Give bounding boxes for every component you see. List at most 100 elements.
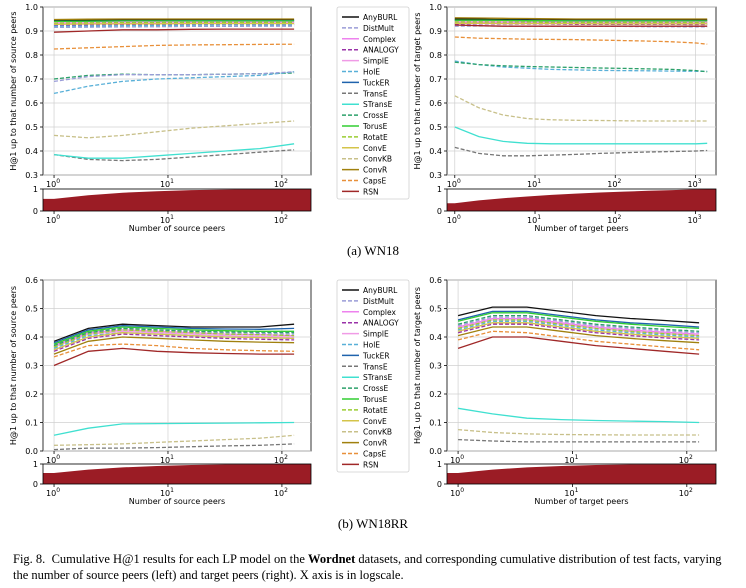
x-axis-label: Number of source peers: [129, 224, 225, 233]
series-line-anyburl: [53, 323, 295, 342]
series-line-analogy: [53, 333, 295, 352]
x-tick-label: 102: [274, 178, 288, 189]
chart-wn18-source: 0.3 0.4 0.5 0.6 0.7 0.8 0.9 1.0 0 1 100 100 101 101 10…: [9, 3, 312, 233]
series-line-toruse: [457, 312, 700, 330]
series-line-transe: [53, 443, 295, 451]
distribution-fill: [43, 464, 311, 484]
y-tick-label: 0.7: [429, 75, 442, 84]
distribution-frame: [42, 463, 312, 485]
legend-box: [336, 6, 410, 200]
series-line-convkb: [53, 434, 295, 446]
dist-y-tick-label: 1: [437, 185, 442, 194]
plot-area: [42, 6, 312, 176]
caption-text-post: datasets, and corresponding cumulative d…: [13, 552, 722, 582]
y-tick-label: 0.6: [25, 276, 38, 285]
series-line-rsn: [454, 24, 708, 27]
x-tick-label: 101: [527, 178, 541, 189]
series-line-rotate: [53, 329, 295, 348]
series-line-rsn: [457, 336, 700, 355]
y-axis-label: H@1 up to that number of source peers: [9, 286, 18, 445]
series-line-stranse: [53, 143, 295, 159]
series-line-transe: [454, 146, 708, 157]
legend-label-analogy: ANALOGY: [363, 319, 399, 328]
series-line-analogy: [53, 23, 295, 26]
subcaption-wn18rr: (b) WN18RR: [337, 516, 409, 531]
series-line-rsn: [53, 347, 295, 367]
y-tick-label: 0.9: [25, 27, 38, 36]
legend-label-simple: SimplE: [363, 330, 389, 339]
series-line-toruse: [53, 20, 295, 23]
y-tick-label: 0.5: [429, 305, 442, 314]
series-line-capse: [457, 330, 700, 351]
series-line-capse: [53, 43, 295, 50]
y-tick-label: 0.0: [429, 447, 442, 456]
chart-wn18rr-source: 0.0 0.1 0.2 0.3 0.4 0.5 0.6 0 1 100 100 101 101 102 10…: [9, 276, 312, 506]
y-tick-label: 0.5: [25, 305, 38, 314]
dist-x-tick-label: 102: [274, 487, 288, 498]
chart-wn18rr-target: 0.0 0.1 0.2 0.3 0.4 0.5 0.6 0 1 100 100 101 101 102 10…: [413, 276, 717, 506]
legend-label-capse: CapsE: [363, 177, 387, 186]
y-tick-label: 0.3: [25, 171, 38, 180]
x-axis-label: Number of target peers: [534, 224, 628, 233]
series-line-distmult: [53, 25, 295, 29]
y-tick-label: 0.5: [25, 123, 38, 132]
y-tick-label: 0.6: [25, 99, 38, 108]
x-tick-label: 102: [274, 454, 288, 465]
legend-label-distmult: DistMult: [363, 297, 394, 306]
dist-x-tick-label: 101: [160, 214, 174, 225]
series-line-rotate: [457, 319, 700, 337]
legend-label-transe: TransE: [362, 89, 388, 98]
y-tick-label: 0.8: [429, 51, 442, 60]
y-axis-label: H@1 up to that number of source peers: [9, 11, 18, 170]
series-line-stranse: [454, 126, 708, 145]
y-tick-label: 0.4: [429, 333, 442, 342]
chart-wn18-target: 0.3 0.4 0.5 0.6 0.7 0.8 0.9 1.0 0 1 100 100 101 101 10…: [413, 3, 717, 233]
y-tick-label: 0.3: [25, 362, 38, 371]
distribution-frame: [42, 188, 312, 212]
dist-y-tick-label: 1: [33, 185, 38, 194]
dist-x-tick-label: 100: [46, 214, 60, 225]
dist-y-tick-label: 1: [437, 460, 442, 469]
y-tick-label: 0.0: [25, 447, 38, 456]
distribution-fill: [447, 189, 716, 211]
dist-y-tick-label: 0: [33, 207, 38, 216]
y-tick-label: 0.6: [429, 276, 442, 285]
series-line-crosse: [457, 314, 700, 332]
series-line-crosse: [53, 327, 295, 347]
legend-label-hole: HolE: [363, 68, 380, 77]
legend-label-transe: TransE: [362, 362, 388, 371]
series-line-conve: [53, 22, 295, 25]
x-tick-label: 100: [46, 178, 60, 189]
series-line-crosse: [454, 61, 708, 73]
y-tick-label: 0.7: [25, 75, 38, 84]
x-tick-label: 101: [564, 454, 578, 465]
series-line-stranse: [53, 421, 295, 436]
series-line-tucker: [53, 324, 295, 344]
plot-area: [446, 6, 717, 176]
legend-label-anyburl: AnyBURL: [363, 286, 398, 295]
x-tick-label: 101: [160, 454, 174, 465]
series-line-convr: [53, 336, 295, 355]
y-tick-label: 0.2: [429, 390, 442, 399]
dist-x-tick-label: 102: [274, 214, 288, 225]
dist-x-tick-label: 102: [607, 214, 621, 225]
legend-label-stranse: STransE: [363, 373, 393, 382]
legend-label-complex: Complex: [363, 308, 396, 317]
legend-label-rsn: RSN: [363, 187, 379, 196]
x-tick-label: 100: [447, 178, 461, 189]
series-line-hole: [454, 60, 708, 72]
series-line-rotate: [53, 21, 295, 24]
legend: AnyBURLDistMultComplexANALOGYSimplEHolET…: [336, 279, 410, 473]
caption-label: Fig. 8.: [13, 552, 46, 566]
legend-label-conve: ConvE: [363, 144, 387, 153]
series-line-anyburl: [457, 306, 700, 324]
series-line-analogy: [457, 323, 700, 341]
figure-caption: Fig. 8. Cumulative H@1 results for each …: [13, 551, 738, 583]
y-tick-label: 0.4: [25, 333, 38, 342]
series-line-convr: [454, 17, 708, 20]
series-line-anyburl: [454, 18, 708, 21]
legend-label-convr: ConvR: [363, 439, 387, 448]
series-line-transe: [458, 438, 700, 443]
dist-x-tick-label: 100: [447, 214, 461, 225]
legend-label-convr: ConvR: [363, 166, 387, 175]
